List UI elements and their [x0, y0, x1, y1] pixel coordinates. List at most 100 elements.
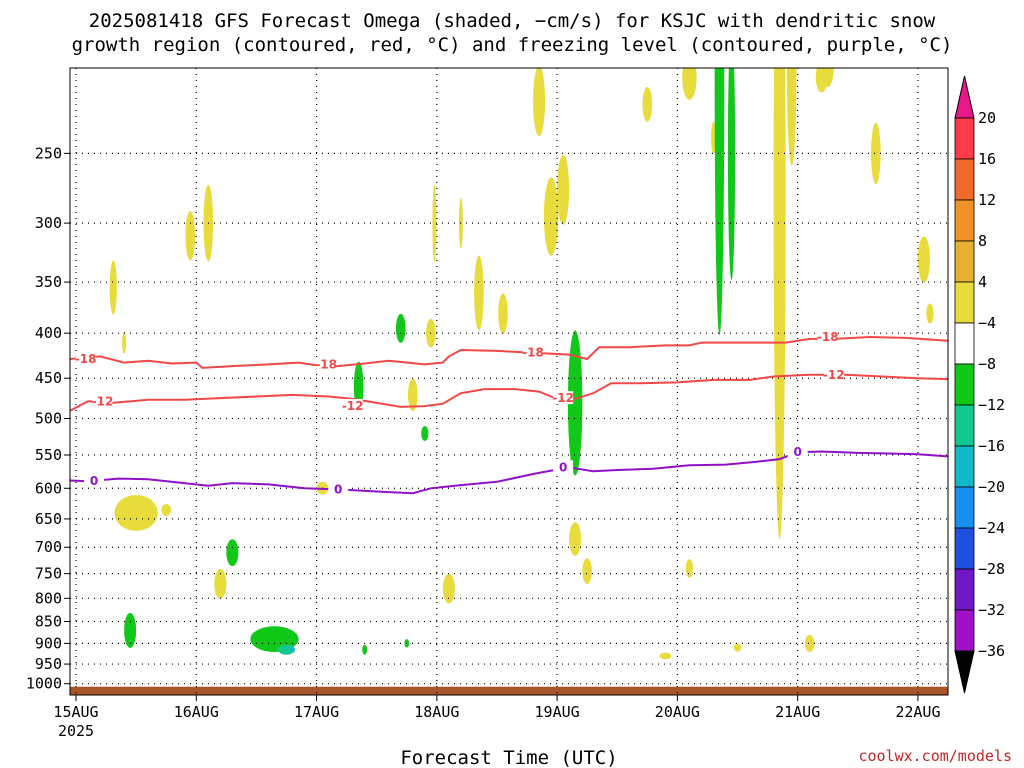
contour-label-bg: [817, 329, 838, 343]
contour-label-bg: [553, 460, 574, 474]
omega-region-1-7: [727, 68, 736, 281]
chart-title-line-2: growth region (contoured, red, °C) and f…: [72, 34, 953, 56]
omega-region-0-17: [161, 503, 172, 516]
colorbar-label-1: 16: [978, 150, 996, 168]
y-tick-label-1000: 1000: [26, 675, 62, 693]
omega-region-0-27: [474, 255, 484, 331]
omega-region-0-23: [821, 68, 834, 88]
x-tick-label-16AUG: 16AUG: [174, 703, 219, 721]
colorbar-segment-5: [954, 322, 975, 365]
colorbar-segment-10: [954, 527, 975, 570]
x-tick-label-18AUG: 18AUG: [414, 703, 459, 721]
y-tick-label-350: 350: [35, 273, 62, 291]
colorbar-segment-9: [954, 486, 975, 529]
contour-label-0-1: 0: [334, 483, 342, 497]
omega-region-1-5: [567, 330, 583, 476]
colorbar-label-7: −12: [978, 396, 1005, 414]
omega-region-1-6: [714, 68, 725, 336]
colorbar-segment-8: [954, 445, 975, 488]
y-tick-label-950: 950: [35, 655, 62, 673]
colorbar-label-2: 12: [978, 191, 996, 209]
x-tick-label-17AUG: 17AUG: [294, 703, 339, 721]
colorbar-segment-4: [954, 281, 975, 324]
contour-label-bg: [328, 482, 349, 496]
omega-region-0-21: [871, 122, 881, 185]
y-tick-label-600: 600: [35, 479, 62, 497]
omega-region-0-3: [185, 210, 196, 261]
omega-region-0-1: [122, 331, 127, 354]
contour-label-bg: [92, 394, 113, 408]
contour-label--12-0: -12: [92, 394, 114, 408]
omega-region-1-9: [362, 644, 368, 655]
omega-region-0-32: [773, 68, 786, 540]
x-tick-label-21AUG: 21AUG: [775, 703, 820, 721]
omega-region-0-31: [711, 121, 716, 154]
y-tick-label-300: 300: [35, 214, 62, 232]
colorbar: 20 16 12 8 4 −4 −8 −12 −16 −20 −24 −28 −32 −36: [954, 75, 1005, 694]
y-tick-label-850: 850: [35, 613, 62, 631]
plot-frame: [69, 67, 949, 696]
contour-label-bg: [553, 391, 574, 405]
colorbar-label-0: 20: [978, 109, 996, 127]
contour-label-bg: [84, 474, 105, 488]
omega-region-0-10: [114, 495, 158, 531]
contour-line--18: [70, 335, 948, 369]
contour-label-bg: [342, 399, 363, 413]
contour-label--12-1: -12: [342, 399, 364, 413]
chart-title-line-1: 2025081418 GFS Forecast Omega (shaded, −…: [89, 10, 936, 32]
omega-region-0-14: [582, 558, 592, 584]
colorbar-segment-1: [954, 158, 975, 201]
contour-label--18-2: -18: [522, 346, 544, 360]
credit-text: coolwx.com/models: [858, 747, 1012, 765]
colorbar-segment-11: [954, 568, 975, 611]
omega-region-0-19: [733, 643, 742, 652]
omega-region-0-24: [917, 236, 930, 283]
colorbar-label-4: 4: [978, 273, 987, 291]
contour-label-bg: [316, 357, 337, 371]
omega-region-0-5: [543, 177, 559, 256]
x-tick-label-15AUG: 15AUG: [53, 703, 98, 721]
colorbar-label-8: −16: [978, 437, 1005, 455]
y-tick-label-800: 800: [35, 589, 62, 607]
y-tick-label-500: 500: [35, 410, 62, 428]
colorbar-label-12: −32: [978, 601, 1005, 619]
contour-lines: -18 -18 -18 -18 -12 -12 -12 -12 0 0 0 0: [70, 329, 948, 497]
y-tick-label-400: 400: [35, 324, 62, 342]
omega-region-1-11: [421, 426, 429, 441]
omega-region-0-25: [926, 303, 934, 324]
contour-label--12-3: -12: [823, 368, 845, 382]
x-tick-label-22AUG: 22AUG: [895, 703, 940, 721]
omega-region-0-28: [498, 293, 508, 334]
contour-label--18-1: -18: [315, 357, 337, 371]
omega-region-0-0: [109, 260, 117, 315]
contour-label-0-3: 0: [793, 445, 801, 459]
x-tick-sublabel: 2025: [58, 722, 94, 740]
y-tick-label-700: 700: [35, 538, 62, 556]
colorbar-label-9: −20: [978, 478, 1005, 496]
omega-region-0-29: [642, 87, 653, 122]
y-tick-label-750: 750: [35, 565, 62, 583]
contour-label-0-2: 0: [559, 460, 567, 474]
contour-label--18-0: -18: [75, 352, 97, 366]
y-tick-label-550: 550: [35, 446, 62, 464]
colorbar-segment-0: [954, 117, 975, 160]
contour-line-0: [70, 450, 948, 495]
contour-line--12: [70, 373, 948, 412]
colorbar-segment-6: [954, 363, 975, 406]
y-tick-label-650: 650: [35, 510, 62, 528]
y-tick-label-450: 450: [35, 369, 62, 387]
y-axis: 250 300 350 400 450 500 550 600 650 700 750 800 850 9…: [26, 144, 70, 693]
colorbar-bottom-arrow: [954, 650, 975, 694]
omega-region-3-0: [290, 647, 295, 653]
colorbar-label-10: −24: [978, 519, 1005, 537]
omega-region-0-13: [569, 522, 582, 556]
omega-region-0-8: [432, 184, 437, 262]
omega-region-0-33: [786, 68, 797, 166]
x-tick-label-19AUG: 19AUG: [535, 703, 580, 721]
colorbar-label-3: 8: [978, 232, 987, 250]
contour-label--12-2: -12: [552, 391, 574, 405]
omega-region-1-4: [395, 313, 406, 343]
x-tick-label-20AUG: 20AUG: [655, 703, 700, 721]
grid-lines: [70, 68, 948, 695]
omega-region-0-15: [685, 559, 694, 578]
